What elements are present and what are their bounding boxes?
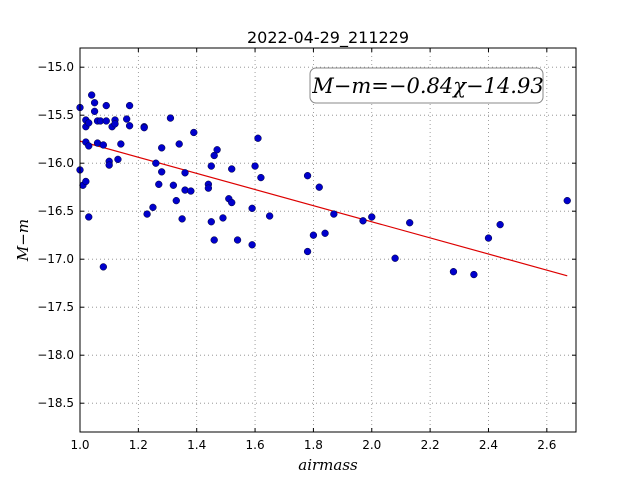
- data-point: [82, 177, 90, 186]
- data-point: [85, 119, 93, 127]
- y-tick-label: −15.0: [37, 60, 74, 74]
- x-tick-label: 1.8: [304, 438, 323, 452]
- data-point: [125, 122, 134, 130]
- data-point: [359, 217, 367, 225]
- data-point: [187, 187, 195, 195]
- y-tick-label: −16.0: [37, 156, 74, 170]
- data-point: [368, 213, 376, 221]
- data-point: [105, 161, 113, 169]
- data-point: [303, 247, 312, 256]
- data-point: [228, 165, 236, 173]
- x-axis-label: airmass: [298, 456, 358, 474]
- data-points: [76, 91, 571, 279]
- data-point: [219, 214, 227, 222]
- data-point: [207, 218, 215, 226]
- axis-ticks: 1.0 1.2 1.4 1.6 1.8 2.0 2.2 2.4 2.6 −15.0 −15.5 −16…: [37, 48, 576, 452]
- data-point: [484, 234, 493, 242]
- data-point: [140, 124, 148, 132]
- data-point: [158, 168, 166, 176]
- data-point: [257, 173, 265, 182]
- data-point: [248, 204, 256, 212]
- data-point: [248, 241, 256, 249]
- x-tick-label: 2.2: [421, 438, 440, 452]
- y-tick-label: −18.0: [37, 348, 74, 362]
- data-point: [166, 114, 175, 122]
- data-point: [210, 151, 218, 160]
- data-point: [102, 101, 110, 110]
- data-point: [158, 144, 166, 152]
- data-point: [406, 219, 414, 227]
- data-point: [143, 210, 151, 218]
- data-point: [125, 101, 134, 110]
- plot-frame: [79, 47, 577, 433]
- x-tick-label: 1.4: [187, 438, 206, 452]
- x-tick-label: 1.6: [246, 438, 265, 452]
- data-point: [90, 107, 99, 116]
- data-point: [99, 141, 107, 149]
- data-point: [152, 159, 160, 167]
- data-point: [90, 99, 99, 107]
- y-tick-label: −15.5: [37, 108, 74, 122]
- data-point: [449, 268, 458, 276]
- y-tick-label: −17.5: [37, 300, 74, 314]
- data-point: [213, 146, 221, 154]
- data-point: [123, 115, 131, 123]
- fit-line-group: [79, 140, 568, 277]
- x-tick-label: 1.2: [129, 438, 148, 452]
- data-point: [175, 140, 183, 148]
- data-point: [155, 180, 163, 188]
- data-point: [88, 91, 96, 99]
- data-point: [315, 183, 323, 191]
- data-point: [330, 210, 338, 218]
- data-point: [265, 212, 274, 220]
- y-tick-label: −16.5: [37, 204, 74, 218]
- data-point: [254, 134, 262, 142]
- x-tick-label: 2.4: [479, 438, 498, 452]
- x-tick-label: 2.6: [537, 438, 556, 452]
- data-point: [309, 231, 318, 239]
- data-point: [111, 120, 119, 128]
- data-point: [204, 184, 213, 192]
- y-tick-label: −17.0: [37, 252, 74, 266]
- data-point: [85, 142, 93, 150]
- data-point: [178, 215, 186, 223]
- y-axis-label: M−m: [14, 219, 32, 262]
- chart-title: 2022-04-29_211229: [247, 28, 409, 48]
- data-point: [102, 117, 110, 125]
- data-point: [207, 162, 215, 170]
- data-point: [391, 254, 399, 262]
- data-point: [114, 155, 122, 164]
- data-point: [228, 198, 236, 207]
- data-point: [233, 236, 242, 244]
- data-point: [149, 203, 157, 212]
- data-point: [210, 236, 218, 244]
- data-point: [85, 213, 93, 221]
- data-point: [303, 172, 312, 180]
- fit-line: [79, 140, 568, 277]
- fit-annotation-box: [309, 67, 544, 104]
- data-point: [169, 181, 178, 189]
- data-point: [321, 229, 329, 237]
- grid: [79, 48, 576, 432]
- x-tick-label: 1.0: [70, 438, 89, 452]
- data-point: [496, 220, 504, 229]
- data-point: [117, 140, 125, 148]
- data-point: [99, 263, 107, 271]
- y-tick-label: −18.5: [37, 396, 74, 410]
- fit-annotation: M−m=−0.84χ−14.93: [311, 74, 543, 98]
- x-tick-label: 2.0: [362, 438, 381, 452]
- data-point: [251, 162, 259, 170]
- data-point: [563, 196, 571, 205]
- data-point: [190, 128, 198, 137]
- data-point: [172, 196, 180, 205]
- data-point: [181, 169, 189, 177]
- data-point: [470, 270, 478, 279]
